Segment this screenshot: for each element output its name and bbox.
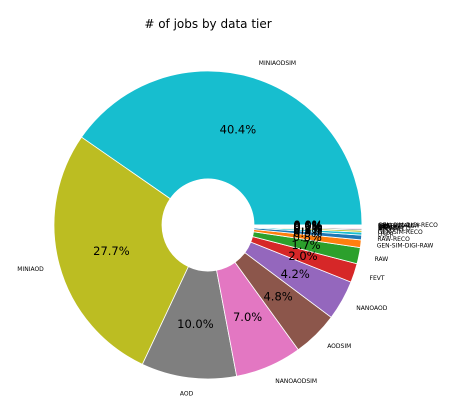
pct-label-nanoaodsim: 7.0% bbox=[233, 310, 262, 324]
category-label-fevthltall: FEVTHLTALL bbox=[378, 222, 415, 229]
pct-label-aod: 10.0% bbox=[177, 317, 214, 331]
category-label-miniaod: MINIAOD bbox=[17, 266, 44, 273]
pct-label-miniaodsim: 40.4% bbox=[220, 123, 257, 137]
category-label-alcareco: ALCARECO bbox=[378, 226, 411, 233]
pct-label-gen-sim-raw: 0.0% bbox=[293, 218, 322, 232]
category-label-gen-sim-digi-reco: GEN-SIM-DIGI-RECO bbox=[378, 222, 438, 229]
pct-label-gen-sim-reco: 0.2% bbox=[293, 222, 322, 236]
category-label-raw-reco: RAW-RECO bbox=[377, 236, 410, 243]
pct-label-nanoaod: 4.2% bbox=[281, 267, 310, 281]
pct-label-user: 0.3% bbox=[293, 224, 322, 238]
category-label-reco: RECO bbox=[378, 227, 395, 234]
category-labels: MINIAODSIM MINIAOD AOD NANOAODSIM AODSIM NANO… bbox=[17, 60, 438, 398]
category-label-user: USER bbox=[378, 232, 394, 239]
category-label-gen: GEN bbox=[378, 223, 391, 230]
slice-miniaodsim bbox=[80, 70, 363, 226]
pct-label-miniaod: 27.7% bbox=[93, 244, 130, 258]
category-label-fevt: FEVT bbox=[370, 275, 385, 282]
category-label-gen-sim: GEN-SIM bbox=[378, 225, 404, 232]
category-label-dqmio: DQMIO bbox=[378, 224, 399, 231]
pct-label-lhe: 0.0% bbox=[293, 219, 322, 233]
category-label-gen-sim-digi-raw: GEN-SIM-DIGI-RAW bbox=[377, 243, 434, 250]
pct-label-aodsim: 4.8% bbox=[263, 289, 292, 303]
pie-slices bbox=[53, 70, 363, 380]
pct-label-gen-sim-digi-raw: 0.8% bbox=[293, 230, 322, 244]
pct-label-gen-sim-digi-reco: 0.0% bbox=[293, 218, 322, 232]
pct-label-dqmio: 0.0% bbox=[293, 219, 322, 233]
category-label-nanoaod: NANOAOD bbox=[356, 305, 387, 312]
pct-label-raw-reco: 0.5% bbox=[293, 226, 322, 240]
category-label-nanoaodsim: NANOAODSIM bbox=[275, 378, 317, 385]
category-label-gen-sim-reco: GEN-SIM-RECO bbox=[378, 229, 423, 236]
category-label-gen-sim-raw: GEN-SIM-RAW bbox=[378, 223, 420, 230]
pct-label-fevt: 2.0% bbox=[288, 249, 317, 263]
category-label-aodsim: AODSIM bbox=[327, 343, 351, 350]
pct-label-reco: 0.1% bbox=[293, 221, 322, 235]
category-label-lhe: LHE bbox=[378, 223, 390, 230]
pct-label-gen: 0.0% bbox=[293, 219, 322, 233]
category-label-raw: RAW bbox=[375, 256, 389, 263]
category-label-aod: AOD bbox=[180, 391, 194, 398]
pct-label-alcareco: 0.1% bbox=[293, 220, 322, 234]
percent-labels: 40.4% 27.7% 10.0% 7.0%4.8% 4.2% 2.0%1.7%0.8%0… bbox=[93, 123, 323, 332]
slice-miniaod bbox=[53, 136, 189, 365]
pct-label-fevthltall: 0.0% bbox=[293, 218, 322, 232]
chart-title: # of jobs by data tier bbox=[144, 17, 271, 31]
pct-label-gen-sim: 0.1% bbox=[293, 220, 322, 234]
pct-label-raw: 1.7% bbox=[291, 238, 320, 252]
category-label-miniaodsim: MINIAODSIM bbox=[259, 60, 296, 67]
